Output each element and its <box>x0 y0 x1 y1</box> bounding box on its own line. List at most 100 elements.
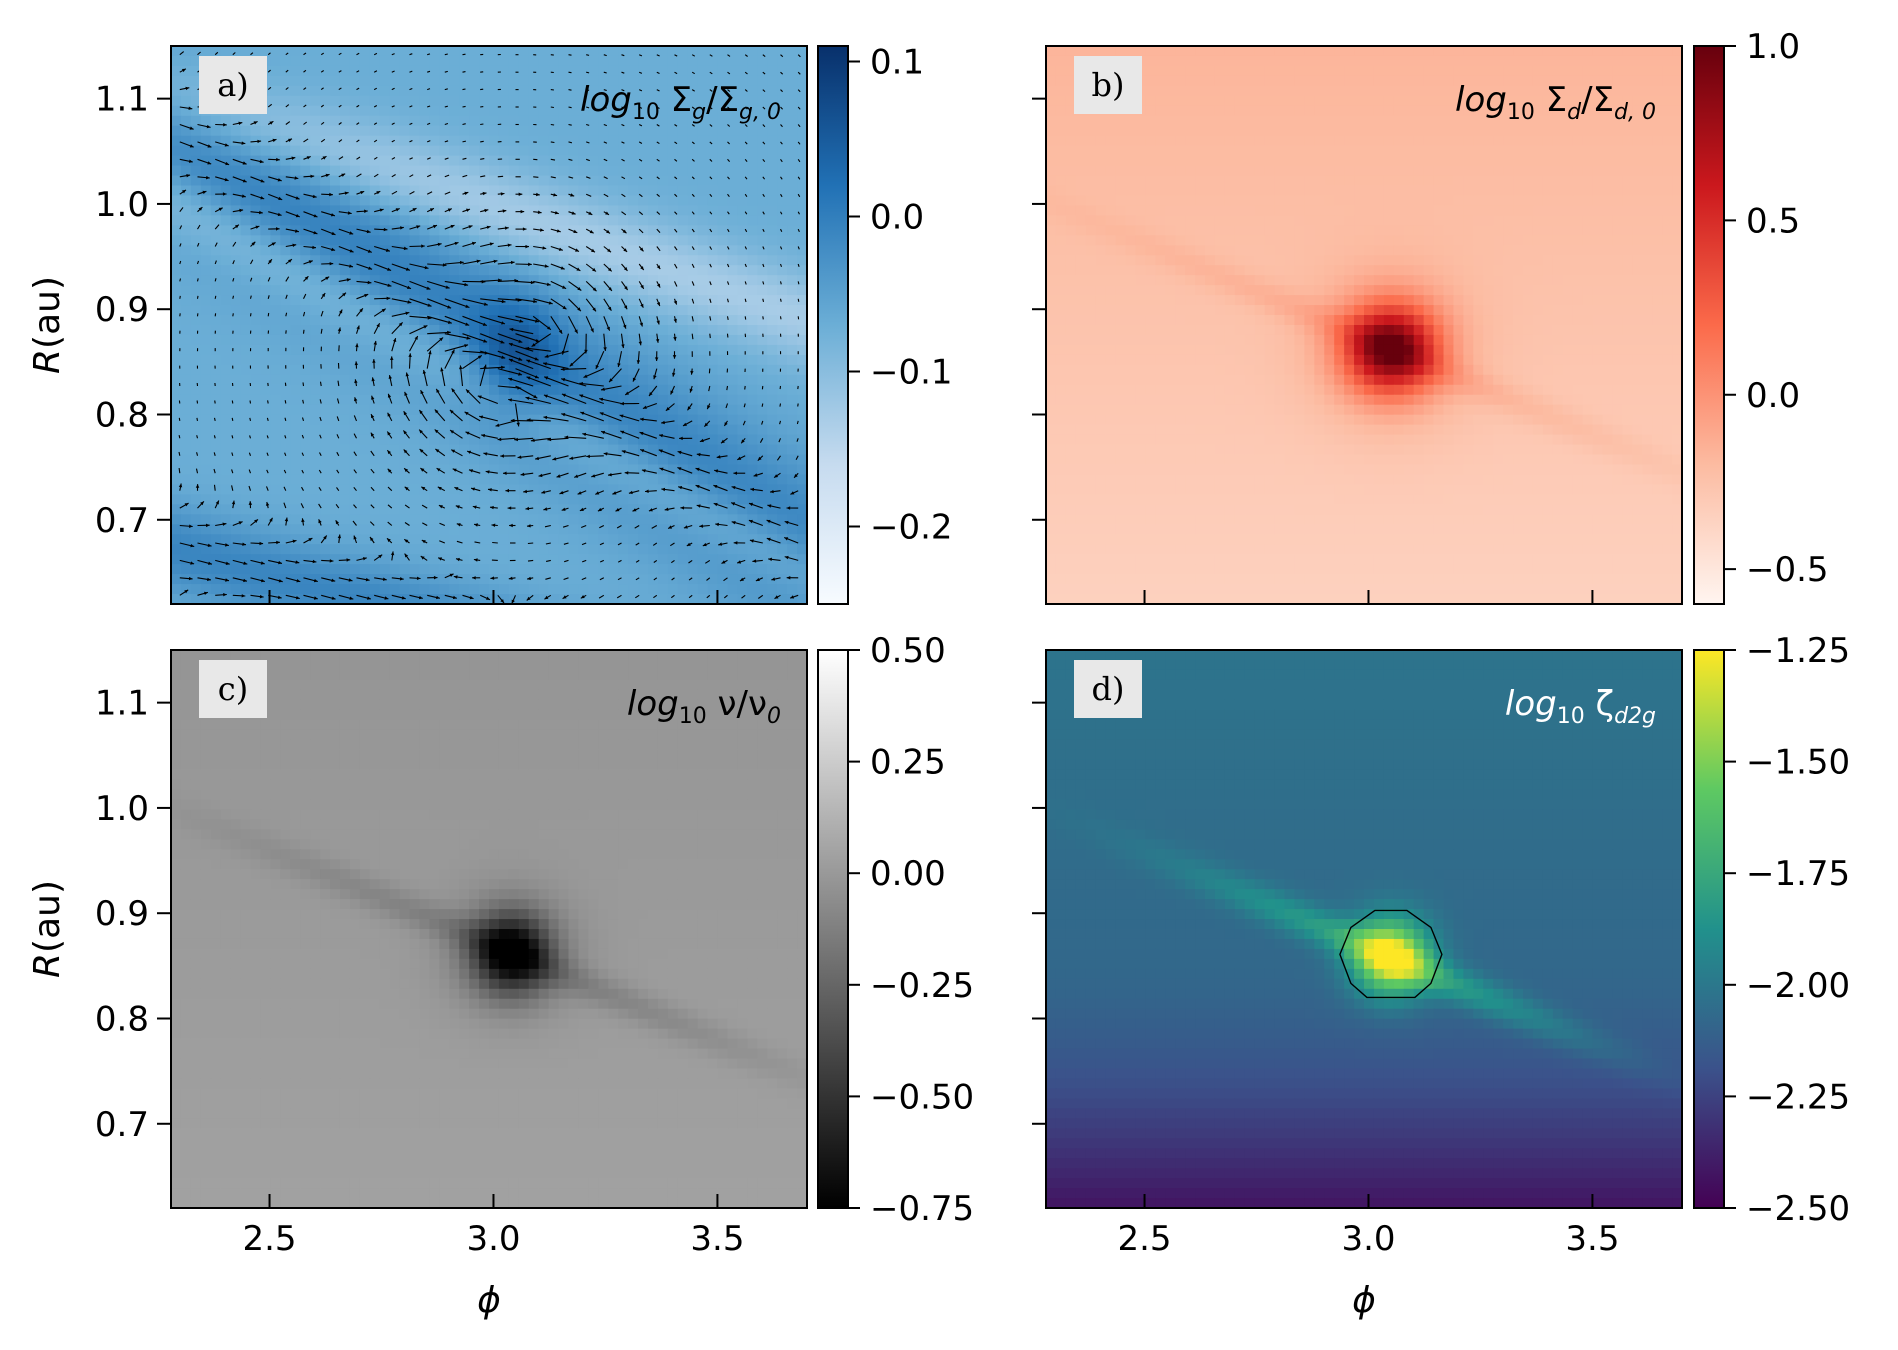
heatmap-cell <box>180 305 192 316</box>
heatmap-cell <box>707 494 719 505</box>
heatmap-cell <box>618 534 629 545</box>
heatmap-cell <box>210 534 222 545</box>
heatmap-cell <box>548 135 560 147</box>
velocity-arrowhead <box>178 483 183 488</box>
heatmap-cell <box>349 205 361 216</box>
heatmap-cell <box>687 205 699 216</box>
heatmap-cell <box>469 215 480 226</box>
heatmap-cell <box>618 125 629 137</box>
heatmap-cell <box>667 584 679 595</box>
velocity-arrow <box>709 176 713 180</box>
heatmap-cell <box>200 344 212 356</box>
heatmap-cell <box>558 564 570 575</box>
heatmap-cell <box>687 464 699 476</box>
heatmap-cell <box>578 364 589 376</box>
heatmap-cell <box>548 75 560 87</box>
velocity-arrowhead <box>312 245 316 250</box>
heatmap-cell <box>747 544 758 555</box>
velocity-arrow <box>674 158 678 162</box>
velocity-arrow <box>232 313 234 317</box>
heatmap-cell <box>638 584 649 595</box>
heatmap-cell <box>320 514 331 525</box>
heatmap-cell <box>538 434 550 446</box>
heatmap-cell <box>300 464 311 476</box>
heatmap-cell <box>558 165 570 177</box>
heatmap-cell <box>439 235 450 246</box>
heatmap-cell <box>290 554 301 565</box>
velocity-arrowhead <box>235 224 239 229</box>
heatmap-cell <box>210 305 222 316</box>
heatmap-cell <box>220 135 232 147</box>
heatmap-cell <box>628 265 639 276</box>
heatmap-cell <box>280 105 291 117</box>
heatmap-cell <box>717 504 729 515</box>
heatmap-cell <box>707 374 719 386</box>
velocity-arrowhead <box>360 191 365 195</box>
heatmap-cell <box>638 115 649 127</box>
heatmap-cell <box>230 394 242 406</box>
heatmap-cell <box>767 305 778 316</box>
heatmap-cell <box>449 394 460 406</box>
heatmap-cell <box>568 195 580 207</box>
heatmap-cell <box>171 115 182 127</box>
heatmap-cell <box>359 474 371 486</box>
heatmap-cell <box>220 564 232 575</box>
heatmap-cell <box>498 235 510 246</box>
heatmap-cell <box>598 494 609 505</box>
heatmap-cell <box>538 85 550 97</box>
heatmap-cell <box>280 225 291 236</box>
heatmap-cell <box>657 175 669 187</box>
heatmap-cell <box>489 205 500 216</box>
velocity-arrow <box>780 141 783 145</box>
heatmap-cell <box>419 544 430 555</box>
heatmap-cell <box>409 424 421 436</box>
velocity-arrow <box>356 173 362 178</box>
heatmap-cell <box>429 165 440 177</box>
velocity-arrowhead <box>605 211 609 215</box>
heatmap-cell <box>190 514 202 525</box>
heatmap-cell <box>290 564 301 575</box>
heatmap-cell <box>508 584 520 595</box>
heatmap-cell <box>200 464 212 476</box>
heatmap-cell <box>409 544 421 555</box>
heatmap-cell <box>757 245 768 256</box>
velocity-arrowhead <box>621 344 625 349</box>
heatmap-cell <box>449 554 460 565</box>
velocity-arrow <box>370 504 375 509</box>
velocity-arrowhead <box>620 401 624 406</box>
heatmap-cell <box>429 255 440 266</box>
velocity-arrowhead <box>310 174 315 178</box>
heatmap-cell <box>280 275 291 286</box>
heatmap-cell <box>240 315 252 326</box>
heatmap-cell <box>339 125 351 137</box>
heatmap-cell <box>747 165 758 177</box>
velocity-arrow <box>320 121 325 125</box>
heatmap-cell <box>320 55 331 67</box>
heatmap-cell <box>419 564 430 575</box>
heatmap-cell <box>369 185 381 197</box>
heatmap-cell <box>588 285 599 296</box>
velocity-arrow <box>232 278 235 282</box>
heatmap-cell <box>479 75 490 87</box>
heatmap-cell <box>330 165 341 177</box>
heatmap-cell <box>489 504 500 515</box>
heatmap-cell <box>518 115 530 127</box>
heatmap-cell <box>190 325 202 336</box>
velocity-arrow <box>759 438 764 443</box>
heatmap-cell <box>339 215 351 226</box>
heatmap-cell <box>677 185 689 197</box>
heatmap-cell <box>628 494 639 505</box>
heatmap-cell <box>250 115 262 127</box>
heatmap-cell <box>528 245 540 256</box>
velocity-arrow <box>691 158 695 162</box>
heatmap-cell <box>459 524 470 535</box>
heatmap-cell <box>787 95 798 107</box>
velocity-arrow <box>726 385 729 391</box>
heatmap-cell <box>747 344 758 356</box>
heatmap-cell <box>518 75 530 87</box>
velocity-arrow <box>338 70 342 73</box>
heatmap-cell <box>737 125 748 137</box>
velocity-arrow <box>691 281 695 286</box>
heatmap-cell <box>429 454 440 466</box>
heatmap-cell <box>310 524 321 535</box>
